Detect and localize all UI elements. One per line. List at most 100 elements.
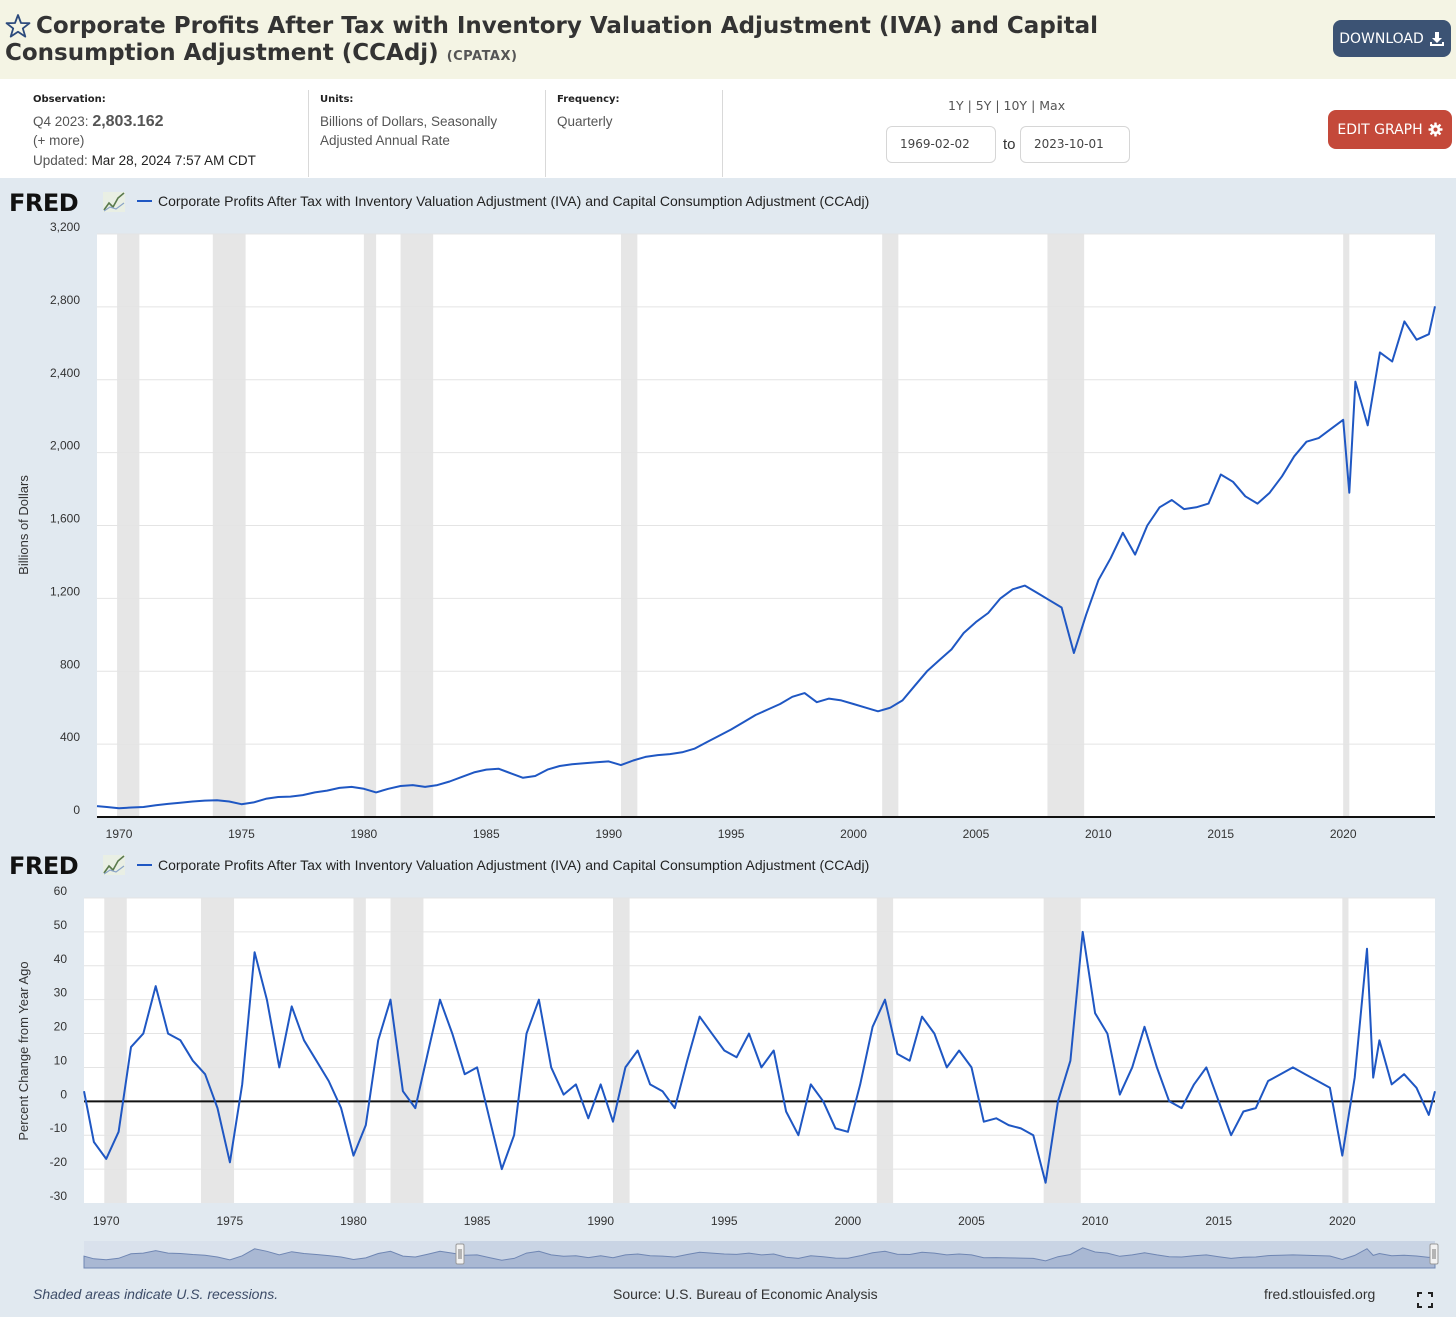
- edit-graph-label: EDIT GRAPH: [1337, 121, 1423, 138]
- info-bar: Observation: Q4 2023: 2,803.162 (+ more)…: [0, 79, 1456, 178]
- fred-logo-text: FRED: [9, 189, 78, 217]
- y-tick-label: 3,200: [50, 220, 80, 234]
- download-button[interactable]: DOWNLOAD: [1333, 20, 1451, 57]
- recession-band: [390, 898, 424, 1203]
- y-tick-label: 30: [54, 986, 68, 1000]
- more-link[interactable]: (+ more): [33, 133, 85, 148]
- x-tick-label: 1980: [340, 1214, 367, 1228]
- chart-percent-change: FRED Corporate Profits After Tax with In…: [9, 852, 1436, 1228]
- download-icon: [1429, 31, 1444, 46]
- x-tick-label: 2015: [1205, 1214, 1232, 1228]
- recession-band: [104, 898, 127, 1203]
- fred-logo: FRED: [9, 189, 125, 217]
- observation-label: Observation:: [33, 94, 106, 105]
- x-tick-label: 1985: [464, 1214, 491, 1228]
- divider: [308, 90, 309, 177]
- x-tick-label: 1970: [106, 827, 133, 841]
- legend-label: Corporate Profits After Tax with Invento…: [158, 857, 869, 873]
- y-tick-label: 400: [60, 730, 80, 744]
- y-tick-label: 2,000: [50, 439, 80, 453]
- range-max[interactable]: Max: [1039, 98, 1066, 113]
- plot-area: [84, 898, 1435, 1203]
- to-label: to: [1003, 136, 1016, 153]
- x-tick-label: 2010: [1082, 1214, 1109, 1228]
- navigator-series: [83, 1247, 1436, 1269]
- site-link[interactable]: fred.stlouisfed.org: [1264, 1286, 1376, 1302]
- frequency-block: Frequency: Quarterly: [557, 90, 707, 131]
- divider: [545, 90, 546, 177]
- series-title: Corporate Profits After Tax with Invento…: [5, 13, 1265, 70]
- star-icon[interactable]: [5, 13, 31, 39]
- gridlines: [97, 233, 1435, 745]
- y-tick-label: 0: [60, 1087, 67, 1101]
- range-1y[interactable]: 1Y: [948, 98, 964, 113]
- legend-label: Corporate Profits After Tax with Invento…: [158, 193, 869, 209]
- x-axis-ticks: 1970 1975 1980 1985 1990 1995 2000 2005 2010 2015…: [106, 827, 1357, 841]
- series-id: (CPATAX): [446, 49, 518, 64]
- y-axis-title: Percent Change from Year Ago: [16, 961, 31, 1140]
- y-tick-label: 1,200: [50, 584, 80, 598]
- end-date-input[interactable]: 2023-10-01: [1020, 126, 1130, 163]
- updated-label: Updated:: [33, 152, 88, 168]
- y-tick-label: 800: [60, 657, 80, 671]
- fullscreen-icon[interactable]: [1417, 1292, 1433, 1308]
- fred-chart-icon: [103, 192, 125, 212]
- chart-levels: FRED Corporate Profits After Tax with In…: [9, 189, 1436, 841]
- observation-period: Q4 2023:: [33, 113, 89, 129]
- y-tick-label: -30: [50, 1189, 68, 1203]
- y-tick-label: -10: [50, 1121, 68, 1135]
- observation-value: 2,803.162: [92, 112, 164, 130]
- y-tick-label: 1,600: [50, 512, 80, 526]
- range-navigator[interactable]: [83, 1241, 1439, 1269]
- series-title-text: Corporate Profits After Tax with Invento…: [5, 13, 1099, 66]
- recession-band: [876, 898, 894, 1203]
- y-axis-title: Billions of Dollars: [16, 475, 31, 575]
- fred-chart-icon: [103, 855, 125, 875]
- y-tick-label: 60: [54, 884, 68, 898]
- x-tick-label: 1995: [718, 827, 745, 841]
- title-bar: Corporate Profits After Tax with Invento…: [0, 0, 1456, 79]
- y-axis-ticks: 0 400 800 1,200 1,600 2,000 2,400 2,800 3,200: [50, 220, 80, 817]
- units-label: Units:: [320, 94, 354, 105]
- navigator-handle-right[interactable]: [1429, 1243, 1439, 1265]
- y-tick-label: 50: [54, 918, 68, 932]
- fred-logo: FRED: [9, 852, 125, 880]
- x-tick-label: 1990: [587, 1214, 614, 1228]
- units-block: Units: Billions of Dollars, Seasonally A…: [320, 90, 525, 151]
- range-5y[interactable]: 5Y: [975, 98, 992, 113]
- recession-band: [1342, 898, 1349, 1203]
- charts-area: FRED Corporate Profits After Tax with In…: [9, 189, 1439, 1269]
- range-10y[interactable]: 10Y: [1003, 98, 1028, 113]
- x-tick-label: 1980: [351, 827, 378, 841]
- x-tick-label: 1970: [93, 1214, 120, 1228]
- x-axis-ticks: 1970 1975 1980 1985 1990 1995 2000 2005 2010 2015…: [93, 1214, 1356, 1228]
- frequency-label: Frequency:: [557, 94, 620, 105]
- updated-value: Mar 28, 2024 7:57 AM CDT: [91, 152, 256, 168]
- edit-graph-button[interactable]: EDIT GRAPH: [1328, 110, 1452, 149]
- observation-block: Observation: Q4 2023: 2,803.162 (+ more)…: [33, 90, 293, 170]
- x-tick-label: 1985: [473, 827, 500, 841]
- x-tick-label: 2010: [1085, 827, 1112, 841]
- x-tick-label: 2000: [835, 1214, 862, 1228]
- series-line: [96, 306, 1436, 810]
- y-axis-ticks: -30 -20 -10 0 10 20 30 40 50 60: [50, 884, 68, 1203]
- divider: [722, 90, 723, 177]
- fred-logo-text: FRED: [9, 852, 78, 880]
- x-tick-label: 2005: [958, 1214, 985, 1228]
- x-tick-label: 1995: [711, 1214, 738, 1228]
- series-line: [83, 930, 1436, 1184]
- y-tick-label: 2,800: [50, 293, 80, 307]
- x-tick-label: 1975: [228, 827, 255, 841]
- start-date-input[interactable]: 1969-02-02: [886, 126, 996, 163]
- recession-note: Shaded areas indicate U.S. recessions.: [33, 1286, 279, 1302]
- range-links: 1Y | 5Y | 10Y | Max: [948, 98, 1066, 113]
- y-tick-label: 2,400: [50, 366, 80, 380]
- x-tick-label: 1975: [217, 1214, 244, 1228]
- navigator-handle-left[interactable]: [455, 1243, 465, 1265]
- y-tick-label: 0: [73, 803, 80, 817]
- units-value: Billions of Dollars, Seasonally Adjusted…: [320, 113, 498, 149]
- source-text: Source: U.S. Bureau of Economic Analysis: [613, 1286, 878, 1302]
- x-tick-label: 2005: [963, 827, 990, 841]
- gear-icon: [1428, 122, 1443, 137]
- x-tick-label: 2020: [1329, 1214, 1356, 1228]
